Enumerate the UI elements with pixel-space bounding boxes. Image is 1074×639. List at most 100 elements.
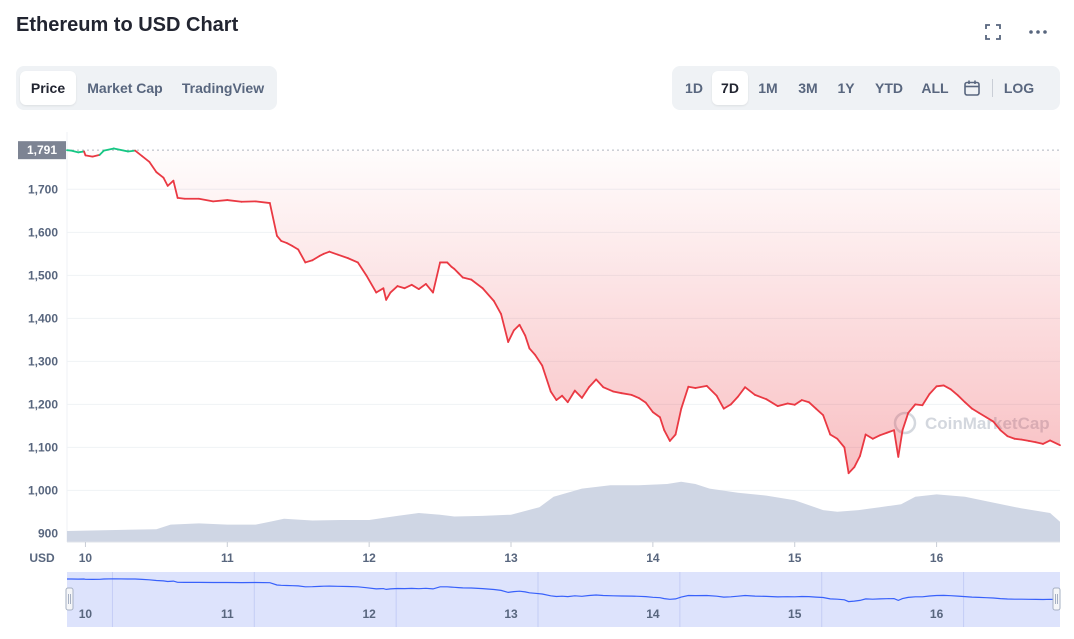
price-badge-label: 1,791 [27, 143, 57, 157]
range-3m-button[interactable]: 3M [798, 80, 818, 96]
price-segment [687, 385, 697, 389]
price-segment [1027, 440, 1037, 444]
tab-market-cap[interactable]: Market Cap [87, 80, 163, 96]
price-segment [172, 179, 179, 199]
y-tick-label: 1,100 [28, 440, 58, 454]
navigator-tick-label: 14 [646, 607, 660, 621]
price-segment [1042, 439, 1051, 445]
price-segment [914, 403, 924, 407]
range-1y-button[interactable]: 1Y [837, 80, 855, 96]
price-segment [659, 416, 666, 432]
price-segment [843, 446, 850, 475]
x-tick-label: 13 [504, 551, 518, 565]
price-area-fill [67, 148, 1060, 474]
price-segment [754, 394, 768, 401]
price-segment [1013, 437, 1023, 441]
calendar-icon[interactable] [956, 71, 988, 105]
price-segment [446, 261, 453, 268]
price-segment [901, 412, 910, 432]
price-segment [893, 429, 900, 458]
y-axis-unit-label: USD [29, 551, 55, 565]
expand-icon[interactable] [983, 22, 1003, 42]
price-segment [70, 149, 80, 154]
y-tick-label: 900 [38, 526, 58, 540]
price-segment [84, 154, 94, 158]
price-segment [382, 287, 388, 301]
navigator-right-handle[interactable] [1052, 587, 1061, 611]
current-price-badge: 1,791 [18, 141, 66, 160]
price-segment [674, 407, 683, 436]
range-all-button[interactable]: ALL [921, 80, 949, 96]
price-segment [285, 242, 294, 247]
more-icon[interactable] [1027, 22, 1049, 42]
price-segment [328, 250, 339, 256]
price-segment [1049, 439, 1061, 447]
navigator-tick-label: 12 [362, 607, 376, 621]
price-segment [737, 386, 746, 398]
price-segment [715, 394, 725, 410]
log-scale-button[interactable]: LOG [1003, 80, 1035, 96]
price-segment [942, 384, 952, 391]
price-segment [134, 149, 144, 158]
price-segment [453, 267, 460, 275]
price-segment [694, 384, 708, 389]
price-segment [886, 429, 895, 434]
range-1d-button[interactable]: 1D [685, 80, 703, 96]
price-segment [566, 389, 576, 404]
price-segment [836, 437, 846, 449]
price-segment [268, 202, 278, 237]
price-segment [637, 397, 647, 404]
price-segment [457, 272, 464, 279]
price-segment [176, 197, 186, 200]
price-segment [859, 433, 867, 457]
price-segment [148, 160, 158, 174]
range-ytd-button[interactable]: YTD [875, 80, 903, 96]
price-segment [663, 429, 671, 442]
price-segment [304, 259, 314, 264]
price-segment [254, 200, 271, 204]
price-segment [226, 199, 243, 203]
navigator-tick-label: 11 [221, 607, 234, 621]
price-segment [534, 354, 544, 367]
price-segment [102, 147, 115, 152]
price-segment [878, 431, 888, 437]
price-segment [417, 283, 427, 290]
price-segment [680, 385, 690, 410]
price-segment [280, 240, 288, 244]
price-segment [935, 384, 945, 388]
price-segment [507, 329, 515, 343]
price-segment [403, 283, 413, 290]
range-1m-button[interactable]: 1M [758, 80, 778, 96]
time-range-selector: 1D 7D 1M 3M 1Y YTD ALL LOG [672, 66, 1060, 110]
price-segment [375, 287, 385, 294]
navigator-bg [67, 572, 1060, 627]
price-segment [1020, 438, 1030, 442]
price-segment [602, 386, 615, 393]
tab-tradingview[interactable]: TradingView [181, 80, 265, 96]
price-segment [999, 429, 1009, 438]
navigator-left-handle[interactable] [65, 587, 74, 611]
price-segment [651, 411, 661, 419]
range-divider [992, 79, 993, 97]
price-segment [729, 395, 739, 406]
price-segment [956, 394, 966, 404]
price-segment [808, 401, 817, 410]
price-segment [588, 378, 598, 389]
y-tick-label: 1,200 [28, 397, 58, 411]
y-tick-label: 1,500 [28, 268, 58, 282]
price-segment [346, 257, 359, 264]
x-tick-label: 16 [930, 551, 944, 565]
volume-shape [67, 481, 1060, 542]
price-segment [555, 394, 563, 401]
navigator-tick-label: 15 [788, 607, 802, 621]
price-segment [978, 412, 988, 419]
price-segment [612, 390, 623, 395]
y-tick-label: 1,000 [28, 483, 58, 497]
range-navigator[interactable]: 10 11 12 13 14 15 16 [65, 572, 1061, 627]
price-segment [198, 197, 215, 203]
range-7d-button[interactable]: 7D [712, 71, 748, 105]
price-segment [573, 389, 583, 399]
tab-price[interactable]: Price [20, 71, 76, 105]
price-chart[interactable]: CoinMarketCap 9001,0001,1001,2001,3001,4… [0, 120, 1074, 639]
price-segment [365, 274, 378, 294]
